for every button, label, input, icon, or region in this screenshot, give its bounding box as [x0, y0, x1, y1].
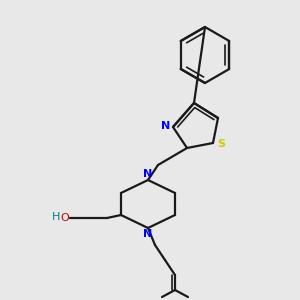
Text: N: N — [143, 169, 153, 179]
Text: N: N — [143, 229, 153, 239]
Text: O: O — [61, 213, 69, 223]
Text: S: S — [217, 139, 225, 149]
Text: N: N — [161, 121, 171, 131]
Text: H: H — [52, 212, 60, 222]
